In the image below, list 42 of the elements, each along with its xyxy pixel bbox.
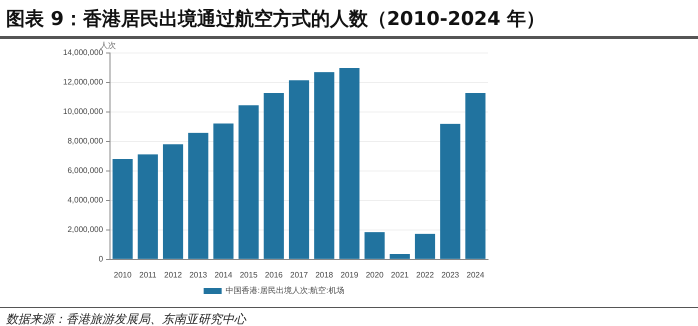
x-tick-label: 2019: [340, 270, 359, 280]
y-axis-title: 人次: [100, 41, 116, 50]
y-tick-label: 2,000,000: [67, 225, 104, 234]
x-tick-label: 2014: [214, 270, 233, 280]
x-tick-label: 2012: [164, 270, 182, 280]
bar: [414, 234, 436, 259]
x-tick-label: 2023: [441, 270, 460, 280]
legend-label: 中国香港:居民出境人次:航空:机场: [226, 286, 344, 296]
source-note: 数据来源：香港旅游发展局、东南亚研究中心: [0, 307, 698, 326]
x-tick-label: 2010: [114, 270, 132, 280]
bar: [390, 254, 410, 259]
x-tick-label: 2020: [366, 270, 384, 280]
bar: [440, 124, 460, 259]
bar: [213, 123, 234, 259]
bar: [238, 105, 259, 259]
bar: [264, 92, 284, 259]
chart-title: 图表 9：香港居民出境通过航空方式的人数（2010-2024 年）: [0, 0, 698, 39]
x-tick-label: 2013: [189, 270, 208, 280]
bar: [339, 68, 360, 259]
y-tick-label: 4,000,000: [67, 196, 104, 205]
y-tick-label: 12,000,000: [62, 78, 104, 87]
y-tick-label: 8,000,000: [67, 136, 104, 146]
y-tick-label: 6,000,000: [67, 166, 104, 176]
bar: [364, 232, 385, 259]
x-tick-label: 2015: [240, 270, 258, 280]
x-tick-label: 2024: [466, 270, 485, 280]
x-tick-label: 2016: [264, 270, 284, 280]
bar: [314, 72, 334, 259]
bar: [112, 159, 133, 259]
bar: [288, 80, 310, 259]
y-tick-label: 14,000,000: [62, 48, 104, 58]
bar: [138, 154, 158, 259]
x-tick-label: 2011: [139, 270, 157, 280]
bar: [162, 144, 184, 259]
x-tick-label: 2018: [315, 270, 334, 280]
x-tick-label: 2021: [390, 270, 410, 280]
bar: [465, 92, 486, 259]
bar: [188, 132, 208, 259]
y-tick-label: 10,000,000: [62, 107, 104, 116]
x-tick-label: 2017: [290, 270, 308, 280]
x-tick-label: 2022: [416, 270, 434, 280]
y-tick-label: 0: [98, 254, 104, 264]
